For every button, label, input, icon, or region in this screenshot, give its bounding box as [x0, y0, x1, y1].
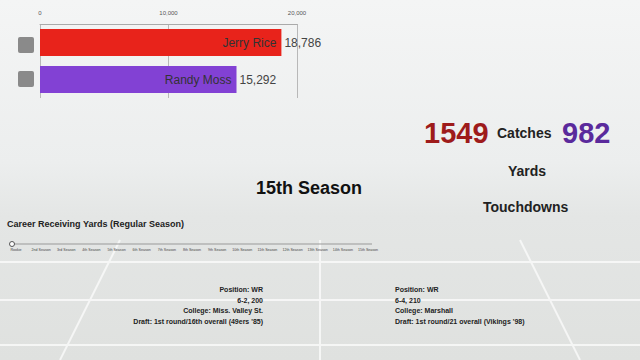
- html-text:Position: WR: Position: WR: [395, 286, 439, 293]
- svg-text:6th Season: 6th Season: [133, 248, 151, 252]
- svg-text:Jerry Rice: Jerry Rice: [222, 36, 276, 50]
- svg-text:10,000: 10,000: [159, 10, 178, 16]
- html-text:College: Marshall: College: Marshall: [395, 307, 453, 314]
- html-text:15th Season: 15th Season: [256, 178, 362, 198]
- html-text:Draft: 1st round/16th overall: Draft: 1st round/16th overall (49ers '85…: [133, 317, 263, 325]
- svg-text:3rd Season: 3rd Season: [57, 248, 75, 252]
- svg-text:10th Season: 10th Season: [232, 248, 252, 252]
- svg-text:8th Season: 8th Season: [183, 248, 201, 252]
- html-text:Yards: Yards: [508, 163, 547, 179]
- svg-text:Rookie: Rookie: [10, 248, 21, 252]
- html-text:1549 Catches 982: 1549 Catches 982: [424, 117, 611, 149]
- svg-text:15,292: 15,292: [240, 73, 277, 87]
- svg-text:2nd Season: 2nd Season: [32, 248, 51, 252]
- svg-text:13th Season: 13th Season: [308, 248, 328, 252]
- svg-text:14th Season: 14th Season: [333, 248, 353, 252]
- svg-text:20,000: 20,000: [288, 10, 307, 16]
- html-text:College: Miss. Valley St.: College: Miss. Valley St.: [183, 307, 263, 314]
- html-text:Touchdowns: Touchdowns: [483, 199, 569, 215]
- svg-text:9th Season: 9th Season: [208, 248, 226, 252]
- html-text:Career Receiving Yards (Regula: Career Receiving Yards (Regular Season): [7, 219, 184, 229]
- svg-text:0: 0: [38, 10, 42, 16]
- svg-text:15th Season: 15th Season: [358, 248, 378, 252]
- html-text:6-2, 200: 6-2, 200: [237, 296, 263, 304]
- svg-text:11th Season: 11th Season: [257, 248, 277, 252]
- html-text:Draft: 1st round/21 overall (V: Draft: 1st round/21 overall (Vikings '98…: [395, 317, 525, 325]
- svg-text:18,786: 18,786: [284, 36, 321, 50]
- svg-text:7th Season: 7th Season: [158, 248, 176, 252]
- svg-text:Randy Moss: Randy Moss: [165, 73, 232, 87]
- svg-text:12th Season: 12th Season: [282, 248, 302, 252]
- svg-text:5th Season: 5th Season: [107, 248, 125, 252]
- html-text:6-4, 210: 6-4, 210: [395, 296, 421, 304]
- svg-text:4th Season: 4th Season: [82, 248, 100, 252]
- html-text:Position: WR: Position: WR: [219, 286, 263, 293]
